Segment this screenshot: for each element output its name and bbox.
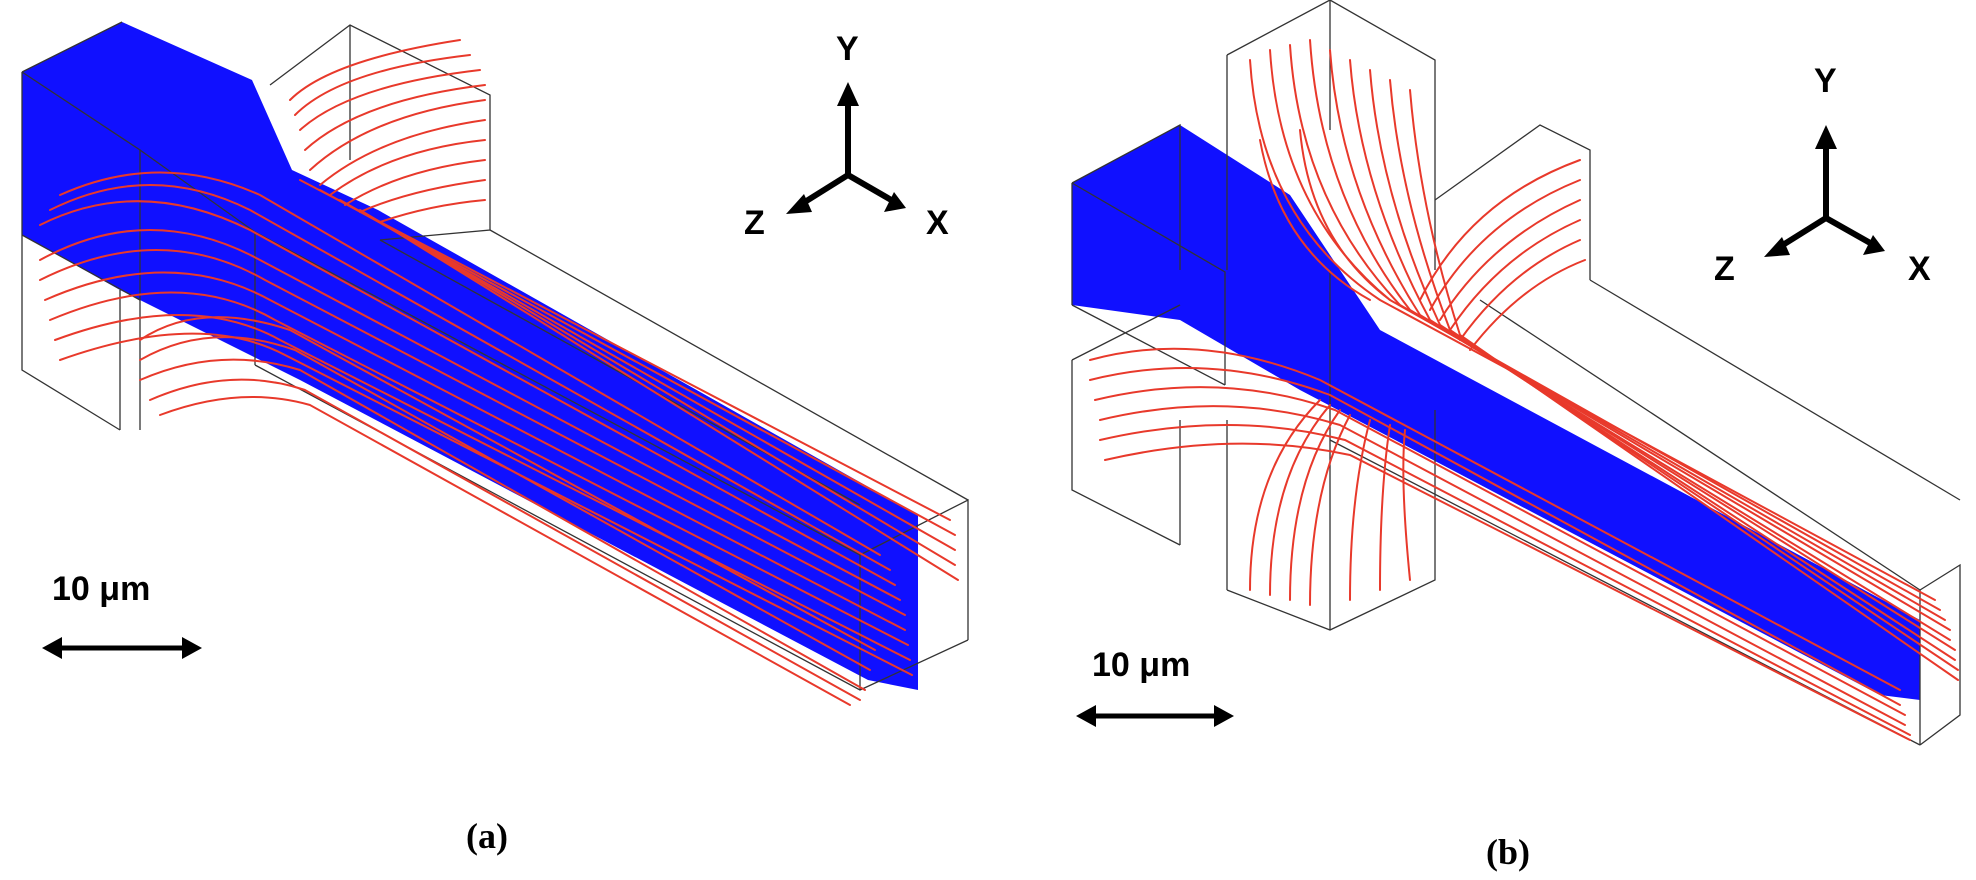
panel-a-z-arrowhead [786,194,812,214]
panel-b-figure: Y Z X 10 μm (b) [1071,0,1961,872]
panel-b-scale-label: 10 μm [1092,646,1190,684]
panel-b-sheath-streamlines-bottom [1249,399,1411,606]
panel-b-x-label: X [1908,250,1931,288]
panel-b-scale-bar: 10 μm [1076,646,1234,727]
panel-b-focused-stream [1072,125,1920,700]
panel-b-channel-outline [1071,0,1961,746]
panel-b-axis-triad: Y Z X [1714,62,1931,288]
panel-a-scale-arrow-right [182,637,202,659]
panel-a-y-label: Y [836,30,859,68]
panel-a: Y Z X 10 μm (a) [21,21,969,856]
panel-a-scale-bar: 10 μm [42,570,202,659]
panel-a-z-label: Z [744,204,765,242]
panel-b-sheath-streamlines-side [1419,159,1586,351]
panel-b-y-label: Y [1814,62,1837,100]
panel-b-y-arrowhead [1815,125,1837,149]
panel-a-x-label: X [926,204,949,242]
panel-b-x-arrowhead [1863,235,1885,255]
panel-a-y-arrowhead [837,82,859,106]
panel-b-caption: (b) [1486,832,1530,872]
panel-b-z-label: Z [1714,250,1735,288]
panel-a-x-arrowhead [884,192,906,212]
panel-b-z-arrowhead [1764,237,1790,257]
panel-a-axis-triad: Y Z X [744,30,949,242]
panel-a-sheath-streamlines-side [39,171,913,706]
panel-b: Y Z X 10 μm (b) [1000,0,1976,880]
panel-a-caption: (a) [466,816,508,856]
panel-b-scale-arrow-left [1076,705,1096,727]
panel-b-scale-arrow-right [1214,705,1234,727]
panel-a-scale-label: 10 μm [52,570,150,608]
panel-a-sheath-streamlines-top [289,39,959,581]
panel-a-scale-arrow-left [42,637,62,659]
panel-a-figure: Y Z X 10 μm (a) [21,21,969,856]
